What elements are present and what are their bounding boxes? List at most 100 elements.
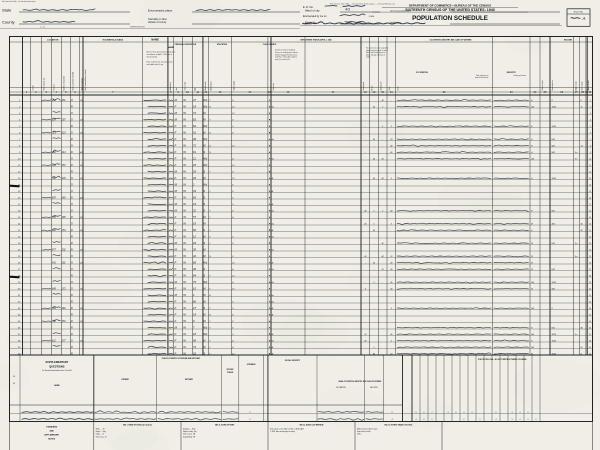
svg-text:Unpaid family.. NP: Unpaid family.. NP [183, 436, 195, 438]
svg-text:Na: Na [272, 224, 274, 226]
svg-text:40: 40 [373, 138, 375, 141]
svg-text:W: W [183, 274, 186, 278]
svg-text:18: 18 [589, 211, 591, 213]
svg-text:F: F [174, 124, 176, 128]
svg-text:40: 40 [364, 255, 366, 258]
svg-text:47: 47 [193, 98, 196, 102]
svg-text:F: F [174, 300, 176, 304]
svg-text:Wd: Wd [203, 106, 207, 109]
svg-text:7: 7 [590, 139, 591, 141]
svg-text:Sheet No.: Sheet No. [574, 11, 584, 14]
svg-text:33: 33 [193, 189, 196, 193]
svg-text:18: 18 [193, 332, 196, 336]
svg-text:9: 9 [590, 152, 591, 154]
svg-text:F: F [174, 228, 176, 232]
svg-text:16: 16 [589, 198, 591, 200]
svg-text:240: 240 [61, 197, 67, 200]
svg-text:2: 2 [590, 107, 591, 109]
svg-text:DEPARTMENT OF COMMERCE—BUREAU: DEPARTMENT OF COMMERCE—BUREAU OF THE CEN… [409, 4, 491, 8]
svg-text:O: O [71, 120, 73, 122]
svg-text:FOR OFFICE USE—DO NOT WRITE IN: FOR OFFICE USE—DO NOT WRITE IN THESE COL… [478, 359, 527, 361]
svg-text:W: W [183, 241, 186, 245]
svg-text:26: 26 [589, 263, 591, 265]
svg-text:4: 4 [496, 419, 497, 421]
svg-text:40: 40 [390, 268, 392, 271]
svg-text:F: F [174, 150, 176, 154]
svg-text:W: W [183, 280, 186, 284]
svg-text:NAME: NAME [151, 38, 159, 42]
svg-text:Yes: Yes [575, 159, 578, 161]
svg-text:W: W [183, 137, 186, 141]
svg-text:O: O [71, 341, 73, 343]
svg-text:29: 29 [192, 241, 196, 245]
svg-text:40: 40 [390, 151, 392, 154]
svg-text:W: W [531, 243, 533, 245]
svg-text:NOTES: NOTES [48, 439, 56, 441]
svg-text:Na: Na [272, 139, 274, 141]
svg-text:W: W [183, 202, 186, 206]
svg-text:division of county: division of county [148, 21, 167, 24]
svg-text:INDUSTRY: INDUSTRY [370, 387, 378, 389]
svg-text:20: 20 [363, 334, 366, 336]
svg-text:19: 19 [193, 222, 196, 226]
svg-text:W: W [183, 222, 186, 226]
svg-text:F: F [174, 176, 176, 180]
svg-text:40: 40 [382, 99, 384, 102]
svg-text:6: 6 [456, 412, 457, 414]
svg-text:Sex: Sex [176, 88, 178, 91]
svg-text:Enumerated by me on: Enumerated by me on [303, 15, 327, 18]
svg-text:F: F [174, 313, 176, 317]
svg-text:F: F [174, 215, 176, 219]
svg-text:F: F [174, 235, 176, 239]
svg-text:Na: Na [272, 302, 274, 304]
svg-text:O: O [71, 282, 73, 284]
svg-text:W: W [531, 289, 533, 291]
svg-text:72: 72 [193, 144, 196, 148]
svg-text:W: W [531, 263, 533, 265]
svg-text:12: 12 [193, 157, 196, 161]
svg-text:254: 254 [51, 99, 57, 102]
svg-text:W: W [183, 235, 186, 239]
svg-text:35: 35 [589, 321, 591, 323]
svg-text:23: 23 [589, 243, 591, 245]
svg-text:FATHER: FATHER [122, 378, 130, 381]
svg-text:24: 24 [589, 250, 591, 252]
svg-text:W: W [183, 176, 186, 180]
svg-text:29: 29 [589, 282, 591, 284]
svg-text:Wd: Wd [203, 327, 207, 330]
svg-text:65: 65 [193, 261, 196, 265]
svg-text:31: 31 [589, 295, 591, 297]
svg-text:252: 252 [51, 152, 57, 154]
svg-text:W: W [183, 300, 186, 304]
svg-text:W: W [183, 326, 186, 330]
svg-text:W: W [183, 287, 186, 291]
svg-text:32: 32 [193, 254, 196, 258]
svg-text:W: W [183, 124, 186, 128]
svg-text:Line No.: Line No. [33, 84, 35, 90]
svg-text:Na: Na [272, 237, 274, 239]
svg-text:66: 66 [193, 228, 196, 232]
svg-text:74: 74 [193, 345, 196, 349]
svg-text:W: W [183, 332, 186, 336]
svg-text:40: 40 [364, 223, 366, 226]
svg-text:O: O [71, 146, 73, 148]
svg-text:State: State [2, 8, 12, 13]
svg-text:OCCUPATION: OCCUPATION [416, 71, 429, 74]
svg-text:INCOME: INCOME [564, 40, 573, 42]
svg-text:W: W [183, 163, 186, 167]
svg-text:W: W [183, 267, 186, 271]
svg-text:F: F [174, 131, 176, 135]
svg-text:Wd: Wd [203, 138, 207, 141]
svg-text:Wd: Wd [203, 262, 207, 265]
svg-text:4: 4 [590, 120, 591, 122]
svg-text:30: 30 [589, 289, 591, 291]
svg-text:F: F [174, 267, 176, 271]
svg-text:O: O [71, 256, 73, 258]
svg-text:TONGUE: TONGUE [227, 372, 233, 374]
svg-text:W: W [183, 293, 186, 297]
svg-text:Na: Na [272, 269, 274, 271]
svg-text:223: 223 [61, 133, 67, 135]
svg-text:20: 20 [389, 256, 392, 258]
svg-text:5: 5 [590, 126, 591, 128]
svg-text:W: W [183, 248, 186, 252]
